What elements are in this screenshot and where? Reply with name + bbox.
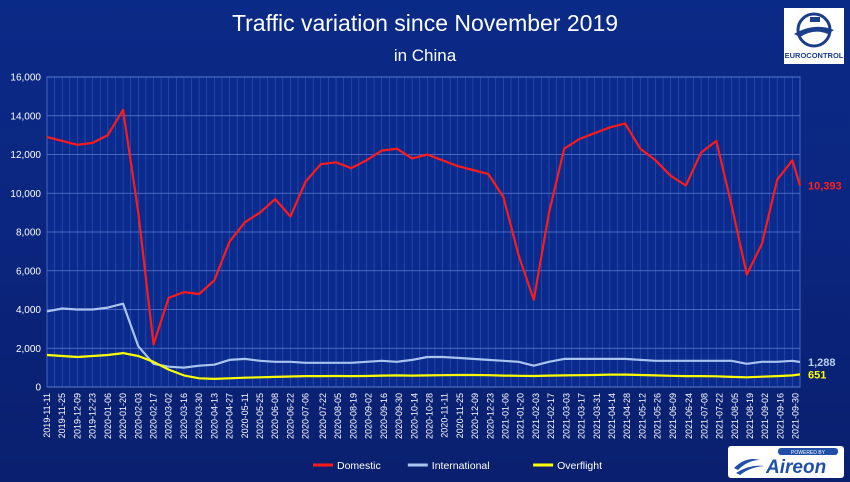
- chart-subtitle: in China: [393, 46, 457, 65]
- x-tick-label: 2020-09-02: [364, 393, 374, 439]
- x-tick-label: 2021-06-09: [668, 393, 678, 439]
- legend-label-domestic: Domestic: [337, 460, 381, 472]
- y-tick-label: 14,000: [10, 111, 41, 122]
- x-tick-label: 2021-02-17: [546, 393, 556, 439]
- x-tick-label: 2021-03-17: [577, 393, 587, 439]
- end-value-label-overflight: 651: [808, 369, 826, 381]
- x-tick-label: 2019-12-09: [72, 393, 82, 439]
- eurocontrol-logo-icon: EUROCONTROL: [784, 8, 844, 64]
- x-tick-label: 2021-05-26: [653, 393, 663, 439]
- x-tick-label: 2021-04-28: [622, 393, 632, 439]
- y-tick-label: 10,000: [10, 189, 41, 200]
- x-tick-label: 2020-03-30: [194, 393, 204, 439]
- x-tick-label: 2020-01-20: [118, 393, 128, 439]
- x-tick-label: 2021-05-12: [637, 393, 647, 439]
- x-tick-label: 2020-07-06: [301, 393, 311, 439]
- brand-name-text: Aireon: [765, 457, 826, 478]
- plot-area: 0 2,000 4,000 6,000 8,000 10,000 12,000 14,000 1…: [10, 73, 841, 473]
- x-tick-label: 2019-12-23: [88, 393, 98, 439]
- y-tick-label: 6,000: [16, 266, 41, 277]
- y-tick-label: 12,000: [10, 150, 41, 161]
- x-tick-label: 2020-02-17: [148, 393, 158, 439]
- legend-label-international: International: [432, 460, 490, 472]
- x-tick-label: 2021-01-06: [501, 393, 511, 439]
- end-value-label-international: 1,288: [808, 357, 836, 369]
- x-tick-label: 2021-01-20: [516, 393, 526, 439]
- legend-label-overflight: Overflight: [557, 460, 602, 472]
- x-tick-label: 2020-08-19: [348, 393, 358, 439]
- x-tick-label: 2020-04-27: [225, 393, 235, 439]
- x-tick-label: 2021-07-08: [699, 393, 709, 439]
- x-tick-label: 2021-07-22: [715, 393, 725, 439]
- x-tick-label: 2021-06-24: [684, 393, 694, 439]
- x-tick-label: 2020-03-02: [164, 393, 174, 439]
- x-tick-label: 2020-10-14: [409, 393, 419, 439]
- x-tick-label: 2020-01-06: [103, 393, 113, 439]
- y-tick-label: 2,000: [16, 344, 41, 355]
- x-tick-label: 2020-08-05: [333, 393, 343, 439]
- x-tick-label: 2020-07-22: [318, 393, 328, 439]
- x-tick-label: 2020-10-28: [424, 393, 434, 439]
- x-tick-label: 2020-05-25: [255, 393, 265, 439]
- x-tick-label: 2021-09-30: [791, 393, 801, 439]
- x-tick-label: 2021-02-03: [531, 393, 541, 439]
- y-tick-label: 16,000: [10, 73, 41, 84]
- x-tick-label: 2020-12-09: [470, 393, 480, 439]
- x-tick-label: 2020-09-30: [394, 393, 404, 439]
- aireon-logo-icon: POWERED BY Aireon: [728, 446, 844, 478]
- x-tick-label: 2020-06-08: [270, 393, 280, 439]
- x-tick-label: 2020-02-03: [133, 393, 143, 439]
- x-tick-label: 2020-11-11: [440, 393, 450, 438]
- x-tick-label: 2019-11-25: [57, 393, 67, 438]
- legend: Domestic International Overflight: [313, 460, 602, 472]
- y-tick-label: 4,000: [16, 305, 41, 316]
- chart-title: Traffic variation since November 2019: [231, 10, 619, 36]
- x-tick-label: 2020-11-25: [455, 393, 465, 438]
- x-tick-label: 2021-03-03: [561, 393, 571, 439]
- x-tick-label: 2020-12-23: [485, 393, 495, 439]
- x-tick-label: 2021-08-19: [745, 393, 755, 439]
- logo-text: EUROCONTROL: [785, 51, 844, 60]
- x-tick-label: 2020-05-11: [240, 393, 250, 438]
- x-tick-label: 2021-09-16: [775, 393, 785, 439]
- y-tick-label: 8,000: [16, 228, 41, 239]
- y-tick-label: 0: [35, 383, 41, 394]
- series-line-overflight: [46, 352, 801, 380]
- x-tick-label: 2021-09-02: [760, 393, 770, 439]
- brand-powered-text: POWERED BY: [791, 450, 826, 456]
- series-line-international: [46, 302, 801, 369]
- x-tick-label: 2019-11-11: [42, 393, 52, 438]
- x-tick-label: 2020-09-16: [379, 393, 389, 439]
- x-tick-label: 2021-03-31: [592, 393, 602, 439]
- series-line-domestic: [46, 108, 802, 346]
- x-tick-label: 2020-04-13: [209, 393, 219, 439]
- x-tick-label: 2020-03-16: [179, 393, 189, 439]
- x-tick-label: 2020-06-22: [285, 393, 295, 439]
- end-value-label-domestic: 10,393: [808, 181, 842, 193]
- x-tick-label: 2021-04-14: [607, 393, 617, 439]
- x-tick-label: 2021-08-05: [730, 393, 740, 439]
